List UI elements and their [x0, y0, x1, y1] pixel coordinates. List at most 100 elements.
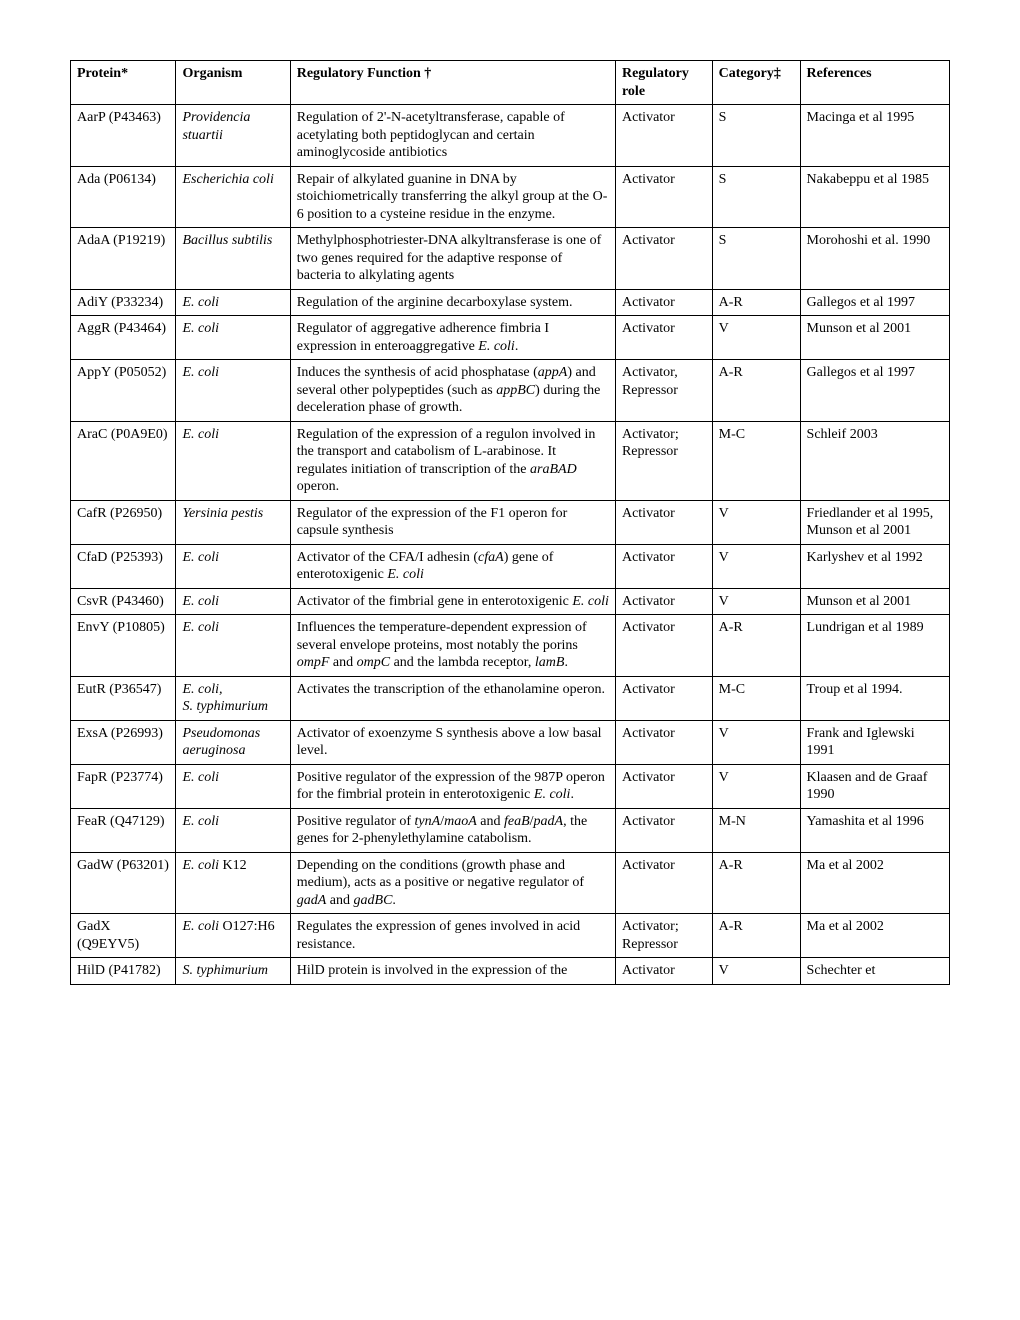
cell-category: A-R [712, 289, 800, 316]
col-header-category: Category‡ [712, 61, 800, 105]
table-row: GadW (P63201)E. coli K12Depending on the… [71, 852, 950, 914]
cell-protein: AppY (P05052) [71, 360, 176, 422]
cell-role: Activator [615, 764, 712, 808]
cell-category: A-R [712, 914, 800, 958]
cell-function: Positive regulator of tynA/maoA and feaB… [290, 808, 615, 852]
cell-protein: FeaR (Q47129) [71, 808, 176, 852]
protein-table: Protein* Organism Regulatory Function † … [70, 60, 950, 985]
cell-organism: E. coli [176, 316, 290, 360]
cell-category: M-N [712, 808, 800, 852]
cell-refs: Friedlander et al 1995, Munson et al 200… [800, 500, 949, 544]
cell-refs: Nakabeppu et al 1985 [800, 166, 949, 228]
cell-role: Activator [615, 808, 712, 852]
cell-function: Activates the transcription of the ethan… [290, 676, 615, 720]
cell-role: Activator [615, 588, 712, 615]
cell-organism: E. coli,S. typhimurium [176, 676, 290, 720]
cell-refs: Gallegos et al 1997 [800, 289, 949, 316]
cell-protein: GadX (Q9EYV5) [71, 914, 176, 958]
cell-refs: Munson et al 2001 [800, 588, 949, 615]
cell-role: Activator [615, 720, 712, 764]
cell-refs: Munson et al 2001 [800, 316, 949, 360]
cell-category: V [712, 588, 800, 615]
cell-role: Activator; Repressor [615, 421, 712, 500]
cell-refs: Schechter et [800, 958, 949, 985]
cell-category: S [712, 105, 800, 167]
cell-function: HilD protein is involved in the expressi… [290, 958, 615, 985]
cell-organism: E. coli K12 [176, 852, 290, 914]
cell-function: Regulation of the expression of a regulo… [290, 421, 615, 500]
cell-refs: Gallegos et al 1997 [800, 360, 949, 422]
cell-organism: E. coli [176, 544, 290, 588]
table-row: CafR (P26950)Yersinia pestisRegulator of… [71, 500, 950, 544]
table-row: EnvY (P10805)E. coliInfluences the tempe… [71, 615, 950, 677]
cell-protein: CfaD (P25393) [71, 544, 176, 588]
cell-role: Activator [615, 500, 712, 544]
cell-function: Positive regulator of the expression of … [290, 764, 615, 808]
cell-protein: AdaA (P19219) [71, 228, 176, 290]
cell-protein: GadW (P63201) [71, 852, 176, 914]
cell-role: Activator, Repressor [615, 360, 712, 422]
cell-function: Induces the synthesis of acid phosphatas… [290, 360, 615, 422]
table-row: CsvR (P43460)E. coliActivator of the fim… [71, 588, 950, 615]
cell-role: Activator [615, 289, 712, 316]
cell-function: Influences the temperature-dependent exp… [290, 615, 615, 677]
table-row: AggR (P43464)E. coliRegulator of aggrega… [71, 316, 950, 360]
cell-role: Activator [615, 166, 712, 228]
cell-organism: E. coli [176, 764, 290, 808]
cell-role: Activator [615, 676, 712, 720]
cell-protein: FapR (P23774) [71, 764, 176, 808]
cell-refs: Klaasen and de Graaf 1990 [800, 764, 949, 808]
cell-category: M-C [712, 676, 800, 720]
cell-category: V [712, 764, 800, 808]
cell-role: Activator [615, 544, 712, 588]
cell-function: Regulator of aggregative adherence fimbr… [290, 316, 615, 360]
table-row: Ada (P06134)Escherichia coliRepair of al… [71, 166, 950, 228]
cell-organism: E. coli O127:H6 [176, 914, 290, 958]
col-header-role: Regulatory role [615, 61, 712, 105]
cell-refs: Schleif 2003 [800, 421, 949, 500]
cell-organism: E. coli [176, 808, 290, 852]
cell-category: V [712, 720, 800, 764]
table-row: AarP (P43463)Providencia stuartiiRegulat… [71, 105, 950, 167]
cell-refs: Frank and Iglewski 1991 [800, 720, 949, 764]
cell-protein: CsvR (P43460) [71, 588, 176, 615]
cell-refs: Morohoshi et al. 1990 [800, 228, 949, 290]
table-header-row: Protein* Organism Regulatory Function † … [71, 61, 950, 105]
table-row: EutR (P36547)E. coli,S. typhimuriumActiv… [71, 676, 950, 720]
cell-category: A-R [712, 360, 800, 422]
cell-category: S [712, 228, 800, 290]
table-body: AarP (P43463)Providencia stuartiiRegulat… [71, 105, 950, 985]
cell-protein: AraC (P0A9E0) [71, 421, 176, 500]
cell-refs: Yamashita et al 1996 [800, 808, 949, 852]
cell-protein: ExsA (P26993) [71, 720, 176, 764]
cell-category: V [712, 316, 800, 360]
table-row: AdiY (P33234)E. coliRegulation of the ar… [71, 289, 950, 316]
col-header-function: Regulatory Function † [290, 61, 615, 105]
cell-function: Depending on the conditions (growth phas… [290, 852, 615, 914]
cell-function: Activator of the fimbrial gene in entero… [290, 588, 615, 615]
cell-protein: AarP (P43463) [71, 105, 176, 167]
cell-category: A-R [712, 615, 800, 677]
cell-protein: Ada (P06134) [71, 166, 176, 228]
table-row: GadX (Q9EYV5)E. coli O127:H6Regulates th… [71, 914, 950, 958]
cell-refs: Lundrigan et al 1989 [800, 615, 949, 677]
cell-organism: Yersinia pestis [176, 500, 290, 544]
cell-role: Activator [615, 316, 712, 360]
cell-refs: Macinga et al 1995 [800, 105, 949, 167]
cell-category: A-R [712, 852, 800, 914]
cell-role: Activator [615, 615, 712, 677]
cell-role: Activator [615, 958, 712, 985]
cell-role: Activator [615, 852, 712, 914]
cell-organism: E. coli [176, 588, 290, 615]
table-row: AdaA (P19219)Bacillus subtilisMethylphos… [71, 228, 950, 290]
cell-category: V [712, 958, 800, 985]
col-header-organism: Organism [176, 61, 290, 105]
col-header-refs: References [800, 61, 949, 105]
cell-refs: Troup et al 1994. [800, 676, 949, 720]
cell-function: Regulation of the arginine decarboxylase… [290, 289, 615, 316]
cell-organism: Bacillus subtilis [176, 228, 290, 290]
table-row: HilD (P41782)S. typhimuriumHilD protein … [71, 958, 950, 985]
cell-organism: Pseudomonas aeruginosa [176, 720, 290, 764]
cell-organism: E. coli [176, 615, 290, 677]
table-row: AppY (P05052)E. coliInduces the synthesi… [71, 360, 950, 422]
